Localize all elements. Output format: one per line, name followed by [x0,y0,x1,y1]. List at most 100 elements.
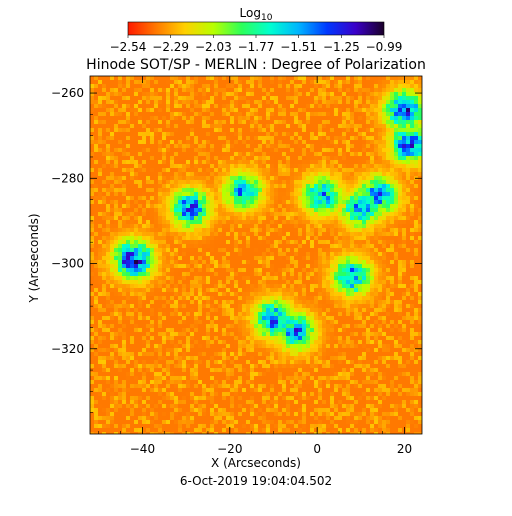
heatmap-cell [266,92,270,96]
heatmap-cell [214,256,218,260]
heatmap-cell [362,276,366,280]
heatmap-cell [174,284,178,288]
heatmap-cell [350,156,354,160]
heatmap-cell [418,244,422,248]
heatmap-cell [318,156,322,160]
heatmap-cell [170,220,174,224]
heatmap-cell [174,208,178,212]
heatmap-cell [382,240,386,244]
heatmap-cell [294,284,298,288]
heatmap-cell [246,200,250,204]
heatmap-cell [206,140,210,144]
heatmap-cell [246,132,250,136]
heatmap-cell [270,216,274,220]
heatmap-cell [250,156,254,160]
heatmap-cell [234,180,238,184]
heatmap-cell [306,268,310,272]
heatmap-cell [214,100,218,104]
heatmap-cell [258,260,262,264]
heatmap-cell [186,144,190,148]
heatmap-cell [338,156,342,160]
heatmap-cell [278,208,282,212]
heatmap-cell [354,176,358,180]
heatmap-cell [250,92,254,96]
heatmap-cell [90,232,94,236]
heatmap-cell [230,192,234,196]
heatmap-cell [406,208,410,212]
heatmap-cell [394,144,398,148]
heatmap-cell [122,252,126,256]
heatmap-cell [390,228,394,232]
heatmap-cell [398,216,402,220]
heatmap-cell [398,212,402,216]
heatmap-cell [314,128,318,132]
heatmap-cell [370,172,374,176]
heatmap-cell [302,244,306,248]
heatmap-cell [358,180,362,184]
colorbar-tick-label: −0.99 [366,40,403,54]
heatmap-cell [346,300,350,304]
heatmap-cell [202,80,206,84]
heatmap-cell [262,188,266,192]
heatmap-cell [334,248,338,252]
heatmap-cell [338,288,342,292]
heatmap-cell [190,100,194,104]
heatmap-cell [254,192,258,196]
heatmap-cell [234,96,238,100]
heatmap-cell [226,200,230,204]
heatmap-cell [310,276,314,280]
heatmap-cell [330,312,334,316]
heatmap-cell [286,248,290,252]
heatmap-cell [338,100,342,104]
heatmap-cell [394,228,398,232]
heatmap-cell [318,260,322,264]
heatmap-cell [246,100,250,104]
heatmap-cell [210,216,214,220]
heatmap-cell [114,188,118,192]
heatmap-cell [322,80,326,84]
heatmap-cell [350,84,354,88]
heatmap-cell [138,204,142,208]
heatmap-cell [258,88,262,92]
heatmap-cell [378,276,382,280]
heatmap-cell [290,88,294,92]
heatmap-cell [418,188,422,192]
heatmap-cell [262,312,266,316]
heatmap-cell [162,180,166,184]
heatmap-cell [334,244,338,248]
heatmap-cell [114,196,118,200]
heatmap-cell [114,120,118,124]
heatmap-cell [378,292,382,296]
heatmap-cell [254,88,258,92]
heatmap-cell [314,196,318,200]
heatmap-cell [98,128,102,132]
heatmap-cell [234,208,238,212]
heatmap-cell [98,216,102,220]
heatmap-cell [122,240,126,244]
heatmap-cell [250,204,254,208]
heatmap-cell [410,84,414,88]
heatmap-cell [162,248,166,252]
heatmap-cell [262,144,266,148]
heatmap-cell [246,268,250,272]
heatmap-cell [154,156,158,160]
heatmap-cell [170,176,174,180]
heatmap-cell [298,256,302,260]
heatmap-cell [206,132,210,136]
heatmap-cell [158,76,162,80]
heatmap-cell [98,260,102,264]
heatmap-cell [358,228,362,232]
heatmap-cell [222,252,226,256]
heatmap-cell [174,252,178,256]
heatmap-cell [374,104,378,108]
heatmap-cell [354,88,358,92]
heatmap-cell [286,104,290,108]
heatmap-cell [174,176,178,180]
heatmap-cell [374,296,378,300]
heatmap-cell [334,256,338,260]
heatmap-cell [142,156,146,160]
heatmap-cell [154,172,158,176]
heatmap-cell [410,100,414,104]
heatmap-cell [302,268,306,272]
heatmap-cell [354,248,358,252]
